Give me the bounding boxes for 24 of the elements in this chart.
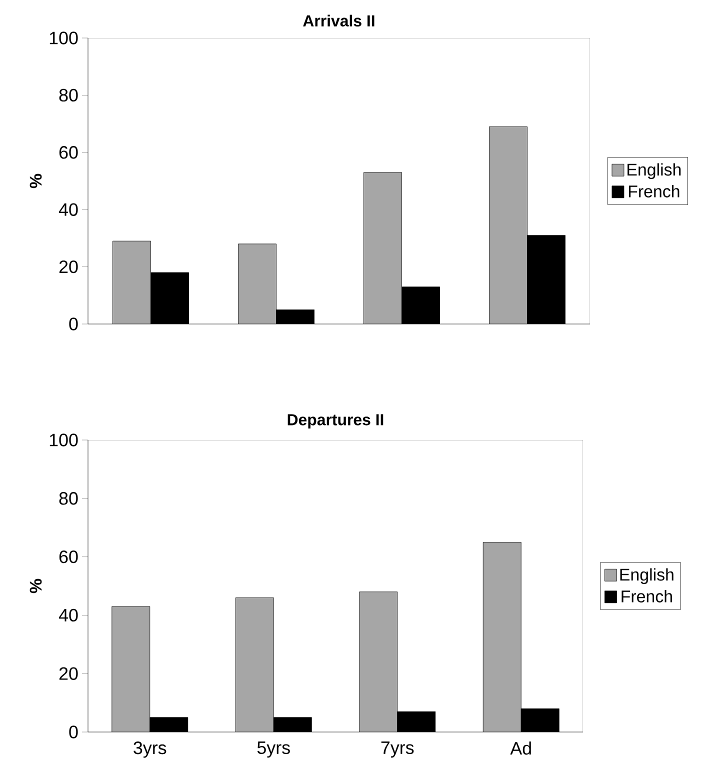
y-axis-title: % [30, 174, 42, 188]
legend-label: French [622, 590, 672, 602]
y-tick-label: 100 [50, 32, 78, 44]
y-tick-label: 100 [50, 434, 78, 446]
x-tick-label: 3yrs [134, 742, 166, 758]
legend-label: English [628, 163, 681, 180]
y-tick-label: 0 [69, 318, 78, 330]
y-axis-title: % [30, 578, 42, 594]
y-tick-label: 0 [69, 726, 78, 738]
x-tick-label: 5yrs [257, 742, 290, 758]
y-tick-label: 60 [59, 550, 78, 564]
legend-label: English [620, 568, 674, 584]
x-tick-label: 7yrs [381, 742, 414, 758]
chart-title: Departures II [288, 414, 384, 429]
y-tick-label: 40 [58, 608, 78, 622]
y-tick-label: 80 [59, 88, 78, 102]
y-tick-label: 20 [59, 260, 78, 274]
x-tick-label: Ad [510, 742, 531, 755]
chart-title: Arrivals II [303, 14, 374, 27]
legend-label: French [628, 185, 680, 198]
y-tick-label: 20 [59, 667, 78, 680]
y-tick-label: 40 [58, 203, 78, 216]
y-tick-label: 60 [59, 146, 78, 159]
y-tick-label: 80 [59, 492, 78, 505]
